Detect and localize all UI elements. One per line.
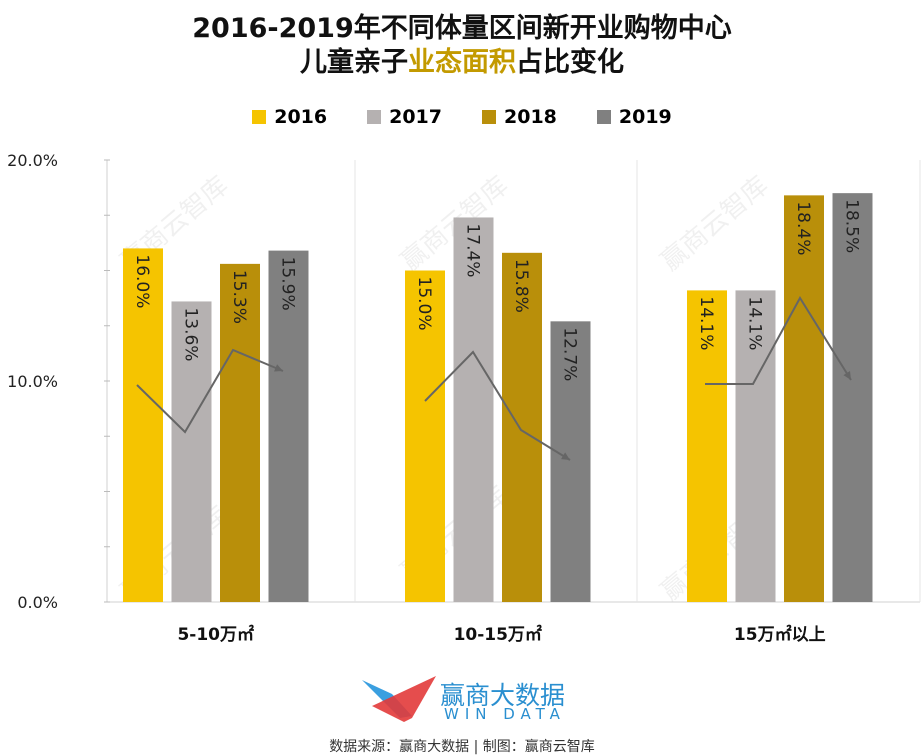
chart-title-line2: 儿童亲子业态面积占比变化 bbox=[0, 40, 924, 79]
bar-value-label: 16.0% bbox=[132, 254, 152, 308]
bar-2017-0 bbox=[171, 301, 212, 602]
bar-value-label: 18.5% bbox=[842, 199, 862, 253]
category-label: 15万㎡以上 bbox=[734, 624, 826, 645]
chart-title-line1: 2016-2019年不同体量区间新开业购物中心 bbox=[192, 13, 732, 44]
legend-swatch bbox=[596, 110, 611, 124]
bar-2019-1 bbox=[550, 321, 591, 602]
title-part: 儿童亲子 bbox=[300, 47, 408, 78]
bar-2017-2 bbox=[735, 290, 776, 602]
legend-label: 2019 bbox=[618, 106, 672, 128]
legend-item-2016: 2016 bbox=[252, 106, 327, 128]
bar-value-label: 15.8% bbox=[511, 259, 531, 313]
bar-value-label: 12.7% bbox=[560, 327, 580, 381]
title-part: 占比变化 bbox=[516, 47, 624, 78]
bar-value-label: 18.4% bbox=[793, 201, 813, 255]
trend-line bbox=[136, 348, 284, 434]
trend-arrow-icon bbox=[274, 364, 283, 372]
legend-item-2018: 2018 bbox=[482, 106, 557, 128]
trend-line bbox=[424, 350, 571, 461]
logo-name: 赢商大数据 bbox=[440, 681, 566, 710]
bar-2016-2 bbox=[687, 290, 727, 602]
trend-arrow-icon bbox=[843, 371, 851, 380]
bar-value-label: 14.1% bbox=[745, 296, 765, 350]
legend-item-2017: 2017 bbox=[367, 106, 442, 128]
legend-swatch bbox=[367, 110, 382, 124]
y-tick-label: 10.0% bbox=[7, 372, 58, 391]
bar-2017-1 bbox=[453, 217, 494, 602]
legend-label: 2016 bbox=[274, 106, 328, 128]
logo-sub: WIN DATA bbox=[444, 705, 566, 723]
legend-swatch bbox=[252, 110, 267, 124]
category-label: 5-10万㎡ bbox=[177, 624, 254, 645]
bar-value-label: 14.1% bbox=[696, 296, 716, 350]
bar-2018-1 bbox=[502, 252, 542, 602]
bar-value-label: 15.9% bbox=[278, 257, 298, 311]
bar-2018-2 bbox=[784, 195, 824, 603]
bar-value-label: 15.3% bbox=[229, 270, 249, 324]
legend-label: 2018 bbox=[504, 106, 557, 128]
bar-2019-0 bbox=[268, 250, 309, 603]
source-footer: 数据来源：赢商大数据 | 制图：赢商云智库 bbox=[329, 739, 595, 755]
title-highlight: 业态面积 bbox=[408, 47, 516, 78]
y-tick-label: 20.0% bbox=[7, 151, 58, 170]
bar-2019-2 bbox=[832, 193, 873, 602]
legend: 2016 2017 2018 2019 bbox=[0, 106, 924, 128]
bar-value-label: 15.0% bbox=[414, 277, 434, 331]
trend-line bbox=[705, 296, 852, 385]
y-tick-label: 0.0% bbox=[17, 593, 58, 612]
bar-2018-0 bbox=[220, 263, 260, 602]
legend-item-2019: 2019 bbox=[596, 106, 672, 128]
bar-value-label: 17.4% bbox=[463, 223, 483, 277]
bar-value-label: 13.6% bbox=[181, 307, 201, 361]
trend-arrow-icon bbox=[561, 452, 570, 460]
bar-2016-0 bbox=[123, 248, 163, 602]
legend-label: 2017 bbox=[389, 106, 442, 128]
bar-2016-1 bbox=[405, 270, 445, 602]
category-label: 10-15万㎡ bbox=[454, 624, 542, 645]
legend-swatch bbox=[482, 110, 496, 124]
